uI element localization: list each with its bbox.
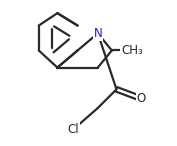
Text: N: N bbox=[93, 27, 102, 40]
Text: CH₃: CH₃ bbox=[121, 44, 143, 57]
Text: Cl: Cl bbox=[67, 123, 79, 136]
Text: O: O bbox=[137, 92, 146, 105]
